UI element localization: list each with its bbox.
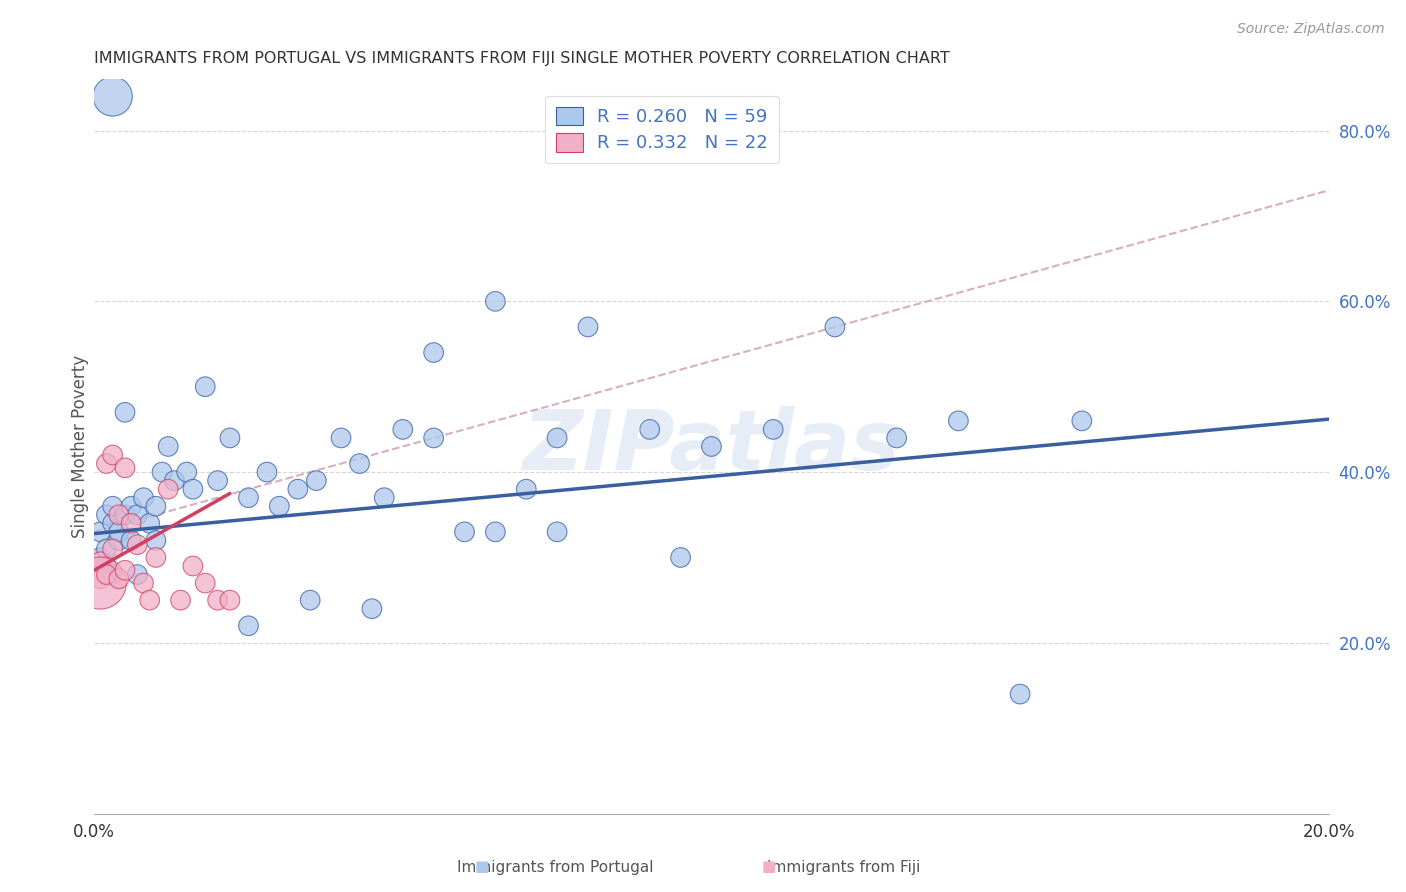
Point [89, 572, 111, 586]
Point [150, 465, 173, 479]
Point [120, 500, 142, 514]
Point [238, 491, 260, 505]
Point [145, 533, 167, 548]
Point [101, 448, 124, 462]
Point [101, 541, 124, 556]
Point [361, 601, 384, 615]
Point [108, 524, 131, 539]
Point [138, 593, 160, 607]
Y-axis label: Single Mother Poverty: Single Mother Poverty [72, 355, 89, 538]
Point [176, 465, 198, 479]
Point [269, 500, 291, 514]
Point [207, 593, 229, 607]
Point [219, 431, 242, 445]
Point [132, 491, 155, 505]
Point [349, 457, 371, 471]
Point [181, 482, 204, 496]
Point [453, 524, 475, 539]
Point [96, 457, 118, 471]
Point [299, 593, 322, 607]
Point [515, 482, 537, 496]
Point [181, 559, 204, 574]
Point [108, 508, 131, 522]
Point [391, 422, 413, 436]
Point [287, 482, 309, 496]
Point [219, 593, 242, 607]
Point [948, 414, 970, 428]
Point [157, 482, 180, 496]
Point [886, 431, 908, 445]
Point [114, 405, 136, 419]
Text: IMMIGRANTS FROM PORTUGAL VS IMMIGRANTS FROM FIJI SINGLE MOTHER POVERTY CORRELATI: IMMIGRANTS FROM PORTUGAL VS IMMIGRANTS F… [94, 51, 950, 66]
Text: ■: ■ [762, 859, 776, 874]
Point [207, 474, 229, 488]
Point [138, 516, 160, 531]
Text: Source: ZipAtlas.com: Source: ZipAtlas.com [1237, 22, 1385, 37]
Point [89, 555, 111, 569]
Point [127, 567, 149, 582]
Point [824, 320, 846, 334]
Point [145, 500, 167, 514]
Point [127, 538, 149, 552]
Point [373, 491, 395, 505]
Point [1010, 687, 1032, 701]
Point [238, 619, 260, 633]
Point [96, 508, 118, 522]
Point [114, 563, 136, 577]
Point [101, 516, 124, 531]
Point [132, 576, 155, 591]
Point [145, 550, 167, 565]
Point [1070, 414, 1092, 428]
Point [484, 524, 506, 539]
Point [96, 541, 118, 556]
Point [101, 567, 124, 582]
Point [169, 593, 191, 607]
Point [96, 567, 118, 582]
Point [305, 474, 328, 488]
Point [194, 380, 217, 394]
Point [194, 576, 217, 591]
Text: ■: ■ [475, 859, 489, 874]
Point [114, 460, 136, 475]
Point [638, 422, 661, 436]
Point [484, 294, 506, 309]
Point [101, 89, 124, 103]
Point [96, 559, 118, 574]
Text: ZIPatlas: ZIPatlas [523, 406, 900, 487]
Point [89, 550, 111, 565]
Point [546, 431, 568, 445]
Point [422, 345, 444, 359]
Point [120, 533, 142, 548]
Point [108, 572, 131, 586]
Point [422, 431, 444, 445]
Point [89, 576, 111, 591]
Point [120, 516, 142, 531]
Point [101, 500, 124, 514]
Point [127, 508, 149, 522]
Point [163, 474, 186, 488]
Point [669, 550, 692, 565]
Text: Immigrants from Fiji: Immigrants from Fiji [766, 861, 921, 875]
Point [330, 431, 353, 445]
Point [157, 440, 180, 454]
Text: Immigrants from Portugal: Immigrants from Portugal [457, 861, 654, 875]
Point [546, 524, 568, 539]
Point [762, 422, 785, 436]
Point [576, 320, 599, 334]
Point [108, 533, 131, 548]
Point [700, 440, 723, 454]
Point [256, 465, 278, 479]
Point [114, 508, 136, 522]
Legend: R = 0.260   N = 59, R = 0.332   N = 22: R = 0.260 N = 59, R = 0.332 N = 22 [546, 95, 779, 163]
Point [89, 524, 111, 539]
